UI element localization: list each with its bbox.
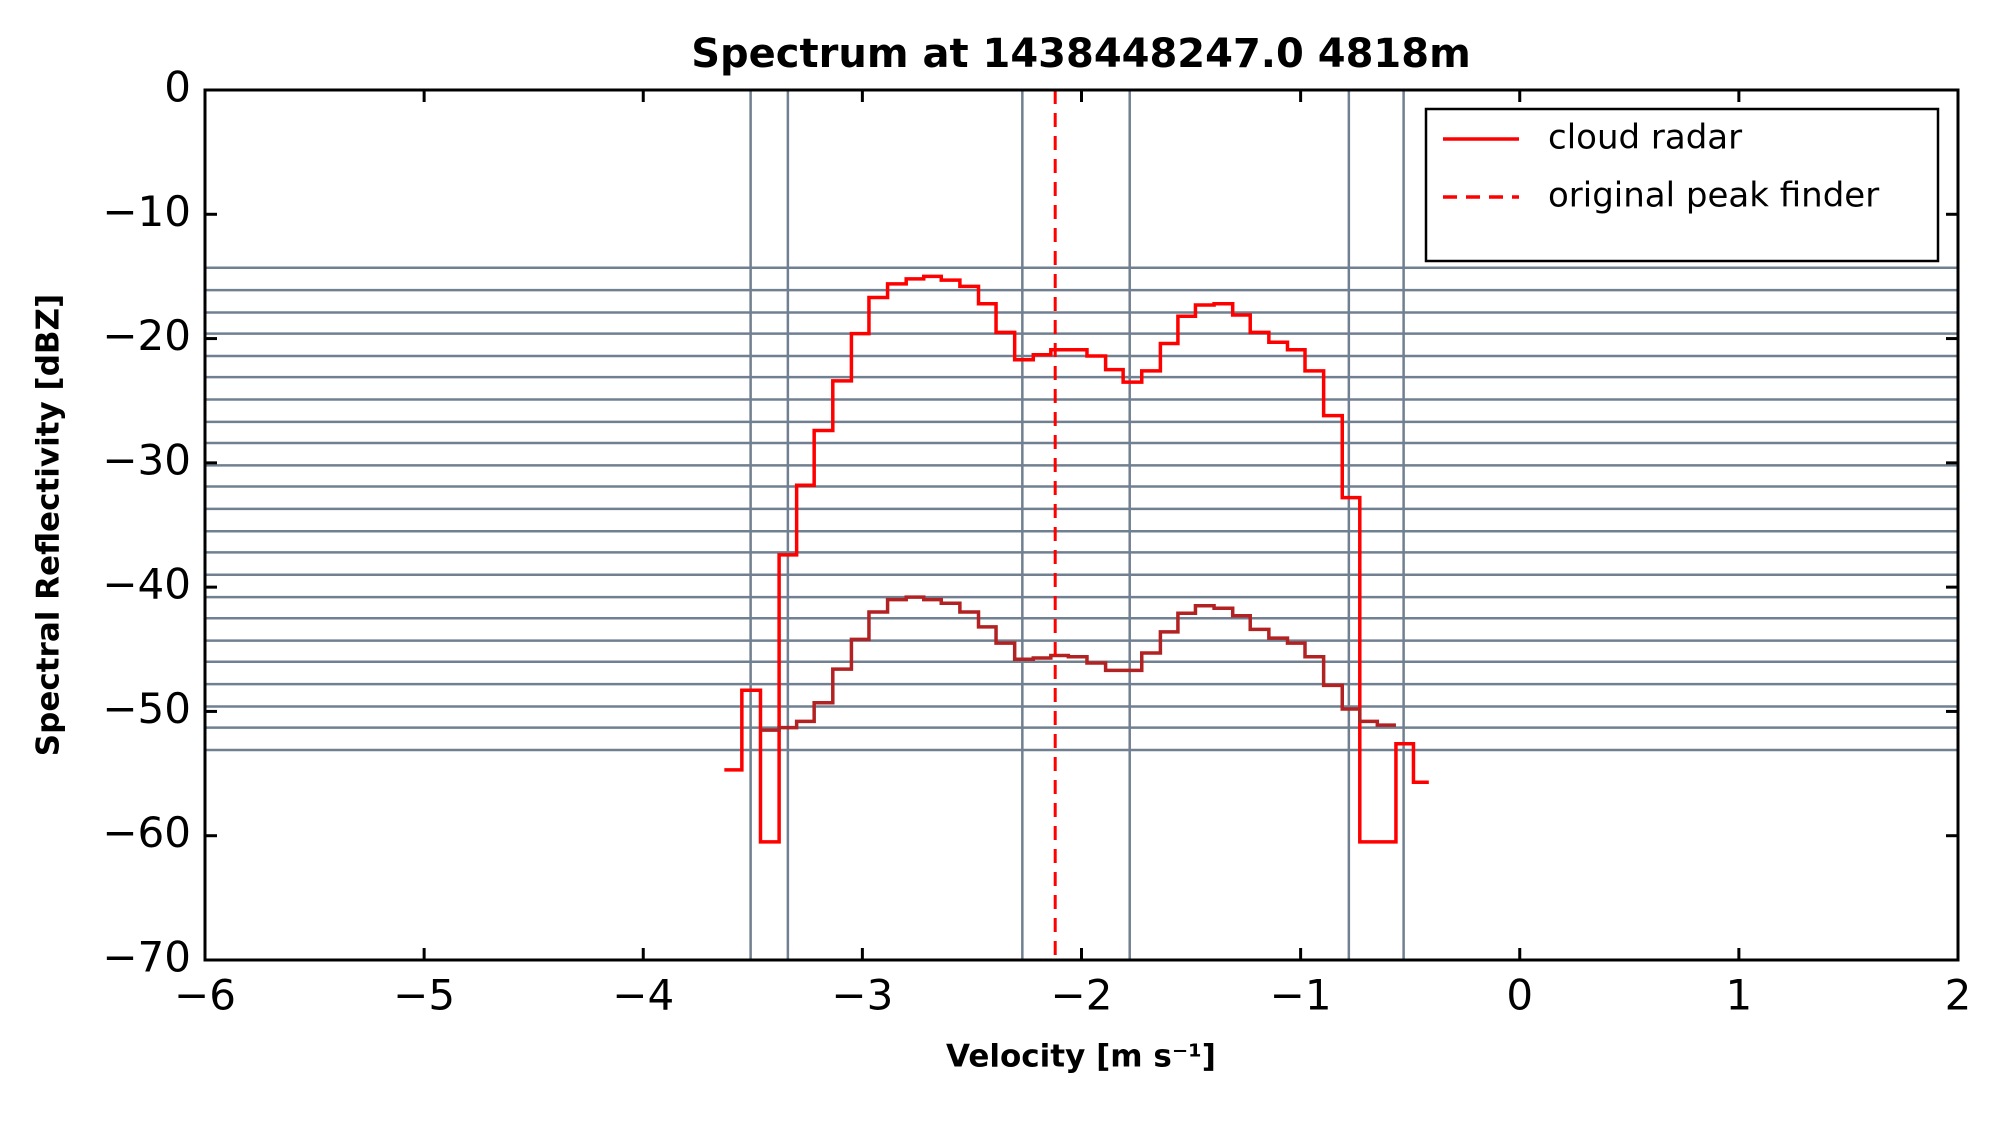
y-tick-label: −30: [102, 435, 191, 484]
y-tick-label: −50: [102, 684, 191, 733]
x-tick-label: −5: [393, 971, 455, 1020]
x-tick-label: 0: [1506, 971, 1533, 1020]
x-tick-label: −4: [612, 971, 674, 1020]
x-tick-label: −6: [174, 971, 236, 1020]
y-tick-label: −40: [102, 560, 191, 609]
step-line: [724, 274, 1429, 844]
legend-label: cloud radar: [1548, 118, 1742, 158]
step-line: [760, 595, 1396, 732]
x-tick-label: 1: [1726, 971, 1753, 1020]
x-tick-label: 2: [1945, 971, 1972, 1020]
y-axis-label: Spectral Reflectivity [dBZ]: [31, 294, 67, 756]
legend-label: original peak finder: [1548, 176, 1879, 216]
y-tick-label: 0: [164, 63, 191, 112]
y-tick-label: −20: [102, 311, 191, 360]
legend-box: [1424, 107, 1940, 263]
x-tick-label: −1: [1270, 971, 1332, 1020]
chart-title: Spectrum at 1438448247.0 4818m: [691, 31, 1471, 77]
y-tick-label: −70: [102, 933, 191, 982]
x-axis-label: Velocity [m s⁻¹]: [946, 1039, 1216, 1075]
y-tick-label: −60: [102, 808, 191, 857]
x-tick-label: −2: [1051, 971, 1113, 1020]
y-tick-label: −10: [102, 187, 191, 236]
x-tick-label: −3: [831, 971, 893, 1020]
